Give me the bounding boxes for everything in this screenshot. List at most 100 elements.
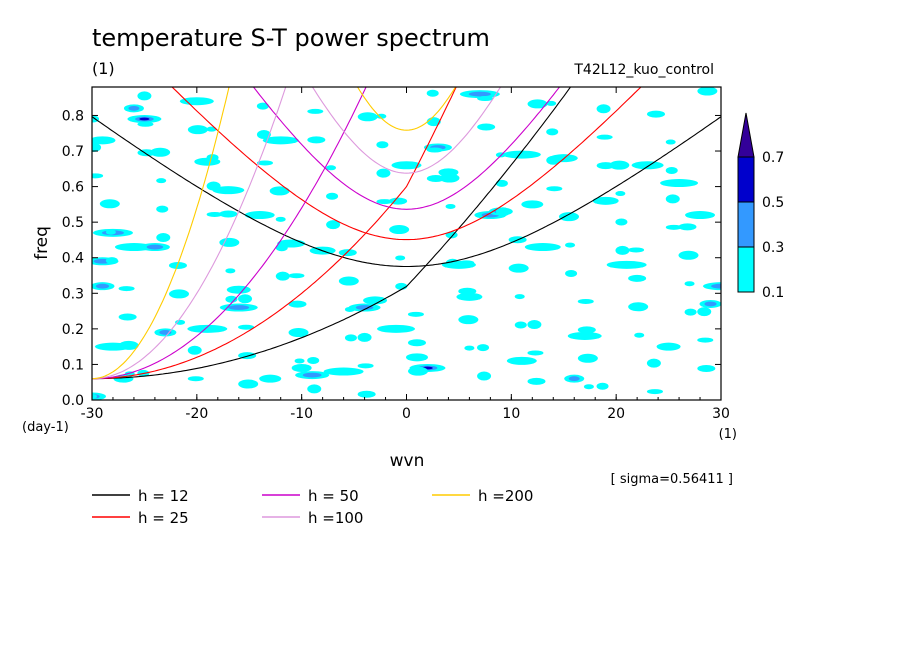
colorbar-swatch xyxy=(737,156,755,203)
speckle xyxy=(577,298,594,304)
shaded-region xyxy=(699,299,721,308)
series-line xyxy=(92,87,572,380)
x-axis-ticks: -30 -20 -10 0 10 20 30 xyxy=(81,87,730,422)
shaded-region xyxy=(502,150,541,159)
shaded-region xyxy=(377,324,416,333)
colorbar-swatch xyxy=(737,246,755,293)
shaded-region xyxy=(226,285,251,294)
speckle xyxy=(407,311,424,317)
speckle xyxy=(137,121,154,127)
speckle xyxy=(92,142,102,152)
x-tick-label: -30 xyxy=(81,406,104,422)
speckle xyxy=(338,249,357,257)
series-line xyxy=(92,87,457,380)
legend-label: h = 12 xyxy=(138,487,189,505)
speckle xyxy=(678,223,697,231)
series-line xyxy=(171,87,642,241)
speckle xyxy=(256,130,271,140)
series-line xyxy=(92,116,721,268)
shaded-region xyxy=(212,186,245,195)
speckle xyxy=(665,139,676,145)
speckle xyxy=(445,203,456,209)
speckle xyxy=(92,173,104,179)
colorbar-label: 0.3 xyxy=(762,240,784,256)
speckle xyxy=(609,160,630,170)
speckle xyxy=(426,147,443,153)
speckle xyxy=(426,174,445,182)
speckle xyxy=(219,210,238,218)
speckle xyxy=(307,356,320,364)
speckle xyxy=(344,334,357,342)
shaded-region xyxy=(295,371,330,380)
speckle xyxy=(565,242,576,248)
speckle xyxy=(426,117,441,127)
chart-title: temperature S-T power spectrum xyxy=(92,24,490,52)
legend-label: h =200 xyxy=(478,487,533,505)
speckle xyxy=(288,300,307,308)
shaded-region xyxy=(703,282,721,291)
y-tick-label: 0.3 xyxy=(62,286,84,302)
dispersion-series xyxy=(92,87,642,380)
x-axis-unit: (1) xyxy=(719,427,737,442)
y-axis-label: freq xyxy=(32,226,52,260)
speckle xyxy=(187,376,204,382)
speckle xyxy=(225,295,238,303)
speckle xyxy=(464,345,475,351)
speckle xyxy=(665,224,682,230)
speckle xyxy=(105,229,116,235)
shaded-region xyxy=(567,331,602,340)
speckle xyxy=(647,110,666,118)
x-tick-label: 0 xyxy=(402,406,411,422)
speckle xyxy=(206,126,217,132)
shaded-region xyxy=(123,104,144,113)
x-tick-label: -20 xyxy=(185,406,208,422)
shaded-region xyxy=(592,196,619,205)
speckle xyxy=(697,337,714,343)
x-tick-label: 20 xyxy=(607,406,625,422)
x-tick-label: 10 xyxy=(502,406,520,422)
speckle xyxy=(389,225,410,235)
shaded-region xyxy=(564,374,585,383)
speckle xyxy=(628,274,647,282)
shaded-region xyxy=(323,367,364,376)
speckle xyxy=(338,276,359,286)
speckle xyxy=(219,237,240,247)
y-tick-label: 0.2 xyxy=(62,322,84,338)
speckle xyxy=(357,112,378,122)
speckle xyxy=(615,245,630,255)
speckle xyxy=(187,125,208,135)
speckle xyxy=(458,315,479,325)
shaded-region xyxy=(262,136,299,145)
speckle xyxy=(684,281,695,287)
speckle xyxy=(665,166,678,174)
speckle xyxy=(395,282,408,290)
speckle xyxy=(408,366,429,376)
speckle xyxy=(118,286,135,292)
speckle xyxy=(697,307,712,317)
speckle xyxy=(514,321,527,329)
speckle xyxy=(458,287,477,295)
shaded-region xyxy=(187,324,228,333)
colorbar: 0.7 0.5 0.3 0.1 xyxy=(737,112,784,301)
dispersion-series xyxy=(92,87,721,380)
speckle xyxy=(206,154,219,162)
speckle xyxy=(105,257,118,265)
speckle xyxy=(577,326,596,334)
speckle xyxy=(527,350,544,356)
speckle xyxy=(326,220,341,230)
speckle xyxy=(477,96,494,102)
plot-background xyxy=(92,87,721,400)
speckle xyxy=(118,313,137,321)
speckle xyxy=(565,269,578,277)
speckle xyxy=(596,382,609,390)
speckle xyxy=(238,294,253,304)
speckle xyxy=(628,302,649,312)
speckle xyxy=(583,384,594,390)
colorbar-label: 0.7 xyxy=(762,150,784,166)
speckle xyxy=(634,332,645,338)
speckle xyxy=(238,379,259,389)
speckle xyxy=(646,358,661,368)
shaded-region xyxy=(154,328,177,337)
y-tick-label: 0.6 xyxy=(62,180,84,196)
sigma-annotation: [ sigma=0.56411 ] xyxy=(611,472,733,487)
